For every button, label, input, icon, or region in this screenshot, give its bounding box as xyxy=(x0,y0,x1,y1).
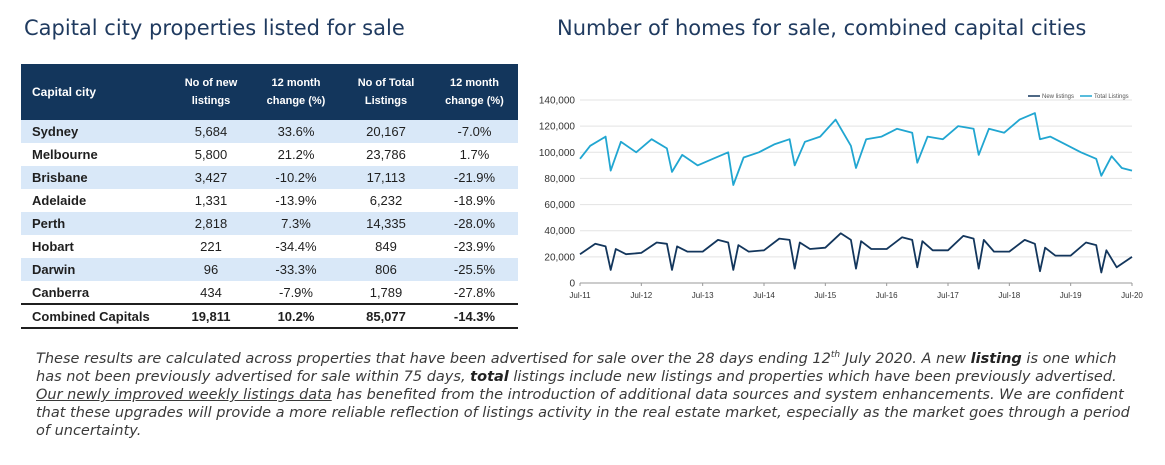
header-total-change: 12 month change (%) xyxy=(445,77,504,107)
total-listings-value: 1,789 xyxy=(369,284,403,300)
chart-grid xyxy=(580,99,1132,284)
total-change-value: 1.7% xyxy=(459,147,490,162)
new-change-value: -34.4% xyxy=(275,239,317,254)
new-listings-line xyxy=(579,232,1133,274)
total-listings-value: 85,077 xyxy=(366,308,406,324)
total-change-value: -7.0% xyxy=(457,124,492,139)
total-listings-value: 23,786 xyxy=(366,147,406,162)
y-tick-label: 0 xyxy=(569,279,575,290)
x-tick-label: Jul-16 xyxy=(876,291,898,300)
city-name: Melbourne xyxy=(32,147,98,162)
table-row: Darwin 96 -33.3% 806 -25.5% xyxy=(21,258,518,281)
new-listings-value: 1,331 xyxy=(194,193,228,208)
total-change-value: -25.5% xyxy=(453,262,496,277)
new-listings-value: 434 xyxy=(200,284,222,300)
header-capital-city: Capital city xyxy=(32,85,97,99)
x-axis-ticks: Jul-11 Jul-12 Jul-13 Jul-14 Jul-15 Jul-16 Jul-… xyxy=(569,283,1143,300)
listings-table: Capital city No of new listings 12 month c… xyxy=(21,64,518,329)
y-tick-label: 120,000 xyxy=(539,122,576,133)
city-name: Adelaide xyxy=(32,193,87,208)
new-change-value: -7.9% xyxy=(279,284,313,300)
listings-line-chart: 0 20,000 40,000 60,000 80,000 100,000 120,000 1… xyxy=(539,94,1144,300)
total-change-value: -21.9% xyxy=(453,170,496,185)
city-name: Combined Capitals xyxy=(32,308,150,324)
chart-series xyxy=(579,112,1133,274)
new-change-value: -33.3% xyxy=(275,262,317,277)
x-tick-label: Jul-13 xyxy=(692,291,714,300)
city-name: Sydney xyxy=(32,124,79,139)
x-tick-label: Jul-11 xyxy=(569,291,591,300)
legend-label: New listings xyxy=(1042,94,1074,100)
new-listings-value: 5,800 xyxy=(194,147,228,162)
total-change-value: -28.0% xyxy=(453,216,496,231)
total-listings-value: 17,113 xyxy=(366,170,406,185)
y-tick-label: 60,000 xyxy=(544,200,575,211)
total-change-value: -23.9% xyxy=(453,239,496,254)
total-change-value: -18.9% xyxy=(453,193,496,208)
new-listings-value: 3,427 xyxy=(194,170,228,185)
table-title: Capital city properties listed for sale xyxy=(24,16,405,40)
y-axis-ticks: 0 20,000 40,000 60,000 80,000 100,000 120,000 1… xyxy=(539,96,576,290)
x-tick-label: Jul-15 xyxy=(814,291,836,300)
footnote-text: These results are calculated across prop… xyxy=(36,350,1130,439)
new-listings-value: 5,684 xyxy=(194,124,228,139)
new-change-value: 21.2% xyxy=(277,147,315,162)
y-tick-label: 40,000 xyxy=(544,226,575,237)
header-total-listings: No of Total Listings xyxy=(357,77,415,107)
total-listings-line xyxy=(579,112,1133,186)
legend-label: Total Listings xyxy=(1094,94,1129,100)
table-row: Melbourne 5,800 21.2% 23,786 1.7% xyxy=(21,143,518,166)
city-name: Perth xyxy=(32,216,66,231)
total-listings-value: 806 xyxy=(375,262,397,277)
x-tick-label: Jul-12 xyxy=(630,291,652,300)
total-listings-value: 14,335 xyxy=(366,216,406,231)
new-change-value: 7.3% xyxy=(281,216,311,231)
combined-capitals-row: Combined Capitals 19,811 10.2% 85,077 -1… xyxy=(21,304,518,328)
city-name: Canberra xyxy=(32,284,90,300)
total-change-value: -14.3% xyxy=(453,308,496,324)
x-tick-label: Jul-14 xyxy=(753,291,775,300)
new-listings-value: 19,811 xyxy=(191,308,231,324)
table-row: Canberra 434 -7.9% 1,789 -27.8% xyxy=(21,281,518,304)
chart-legend: New listings Total Listings xyxy=(1028,94,1129,100)
new-change-value: -10.2% xyxy=(275,170,317,185)
city-name: Brisbane xyxy=(32,170,88,185)
table-row: Brisbane 3,427 -10.2% 17,113 -21.9% xyxy=(21,166,518,189)
table-row: Perth 2,818 7.3% 14,335 -28.0% xyxy=(21,212,518,235)
new-listings-value: 96 xyxy=(203,262,219,277)
city-name: Hobart xyxy=(32,239,74,254)
chart-title: Number of homes for sale, combined capit… xyxy=(557,16,1087,40)
total-listings-value: 849 xyxy=(375,239,397,254)
new-change-value: 10.2% xyxy=(277,308,315,324)
total-change-value: -27.8% xyxy=(453,284,496,300)
x-tick-label: Jul-17 xyxy=(937,291,959,300)
y-tick-label: 100,000 xyxy=(539,148,576,159)
new-listings-value: 2,818 xyxy=(194,216,228,231)
x-tick-label: Jul-20 xyxy=(1121,291,1143,300)
total-listings-value: 20,167 xyxy=(366,124,406,139)
new-listings-value: 221 xyxy=(200,239,222,254)
total-listings-value: 6,232 xyxy=(369,193,403,208)
table-row: Sydney 5,684 33.6% 20,167 -7.0% xyxy=(21,120,518,143)
table-header-row: Capital city No of new listings 12 month c… xyxy=(21,64,518,120)
header-new-listings: No of new listings xyxy=(184,77,238,107)
table-row: Adelaide 1,331 -13.9% 6,232 -18.9% xyxy=(21,189,518,212)
y-tick-label: 80,000 xyxy=(544,174,575,185)
y-tick-label: 20,000 xyxy=(544,252,575,263)
weekly-listings-link-text: Our newly improved weekly listings data xyxy=(36,387,332,403)
city-name: Darwin xyxy=(32,262,76,277)
x-tick-label: Jul-19 xyxy=(1060,291,1082,300)
table-row: Hobart 221 -34.4% 849 -23.9% xyxy=(21,235,518,258)
y-tick-label: 140,000 xyxy=(539,96,576,107)
header-new-change: 12 month change (%) xyxy=(266,77,326,107)
new-change-value: -13.9% xyxy=(275,193,317,208)
new-change-value: 33.6% xyxy=(277,124,315,139)
x-tick-label: Jul-18 xyxy=(998,291,1020,300)
